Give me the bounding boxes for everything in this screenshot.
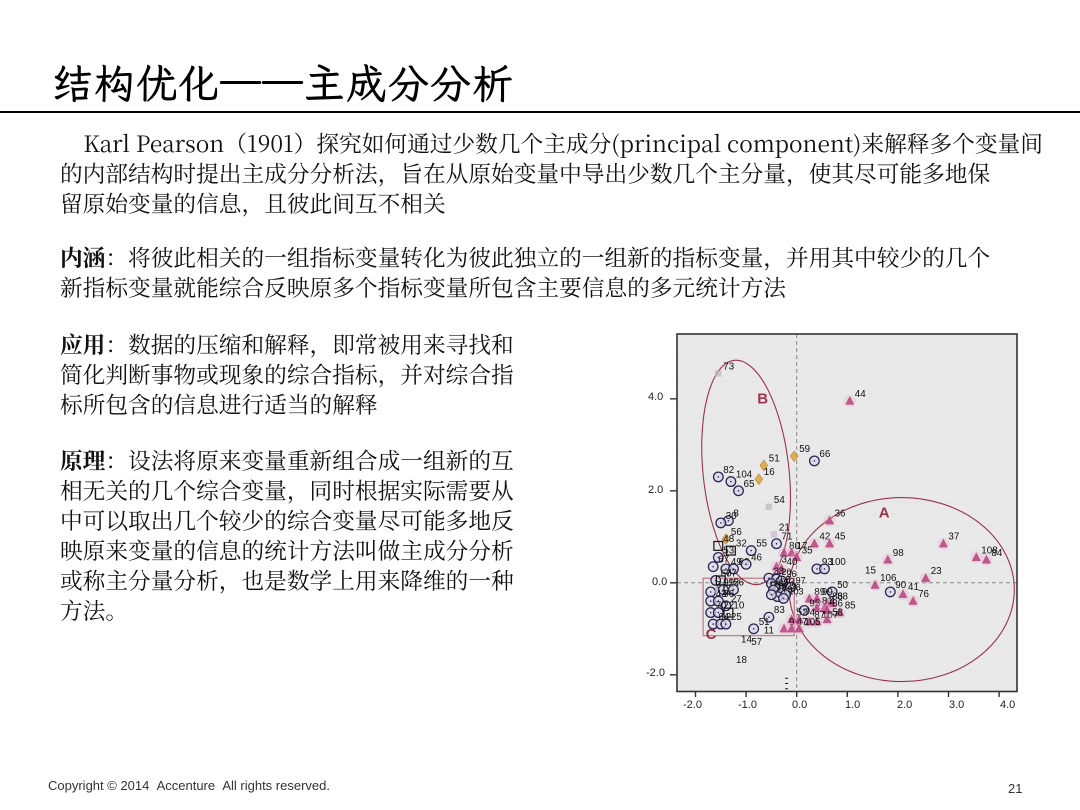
svg-text:44: 44 [855, 389, 866, 400]
svg-text:46: 46 [751, 552, 762, 563]
svg-text:37: 37 [948, 532, 959, 543]
svg-text:82: 82 [723, 465, 734, 476]
svg-text:73: 73 [723, 362, 734, 373]
svg-text:A: A [879, 504, 890, 521]
svg-text:54: 54 [774, 495, 785, 506]
svg-text:15: 15 [865, 566, 876, 577]
svg-text:B: B [757, 390, 768, 407]
svg-text:84: 84 [991, 548, 1002, 559]
svg-text:25: 25 [731, 612, 742, 623]
svg-text:45: 45 [835, 532, 846, 543]
svg-text:98: 98 [893, 548, 904, 559]
svg-text:35: 35 [802, 545, 813, 556]
svg-text:100: 100 [830, 557, 847, 568]
svg-text:50: 50 [837, 580, 848, 591]
svg-text:76: 76 [918, 589, 929, 600]
svg-text:36: 36 [835, 509, 846, 520]
svg-text:30: 30 [726, 511, 737, 522]
svg-text:10: 10 [733, 601, 744, 612]
svg-text:83: 83 [774, 605, 785, 616]
svg-text:6: 6 [739, 578, 745, 589]
svg-text:66: 66 [819, 449, 830, 460]
svg-text:58: 58 [832, 608, 843, 619]
svg-text:18: 18 [736, 655, 747, 666]
svg-text:57: 57 [751, 637, 762, 648]
svg-text:103: 103 [789, 586, 804, 596]
svg-text:55: 55 [756, 539, 767, 550]
svg-text:59: 59 [799, 444, 810, 455]
svg-text:105: 105 [804, 617, 821, 628]
svg-text:11: 11 [764, 625, 774, 636]
svg-text:23: 23 [931, 566, 942, 577]
svg-text:32: 32 [736, 539, 747, 550]
svg-text:19: 19 [776, 583, 786, 593]
svg-text:85: 85 [845, 601, 856, 612]
svg-text:16: 16 [764, 467, 775, 478]
svg-text:51: 51 [769, 453, 780, 464]
svg-text:48: 48 [723, 534, 734, 545]
svg-text:65: 65 [744, 479, 755, 490]
